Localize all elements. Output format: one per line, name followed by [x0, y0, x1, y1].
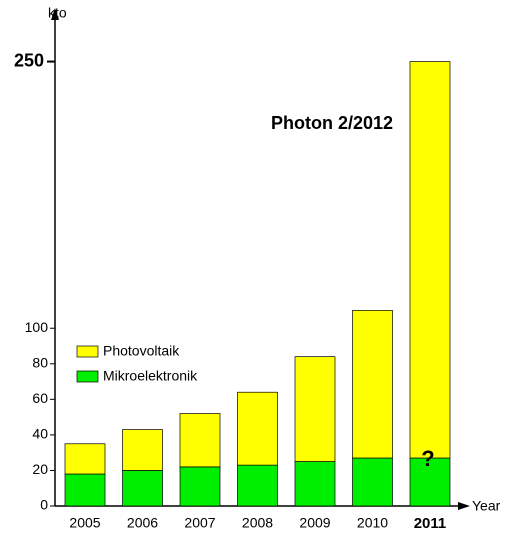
y-tick-label: 20 [32, 461, 48, 477]
y-tick-label: 250 [14, 50, 44, 70]
x-axis-arrow [458, 502, 470, 510]
bar-segment [64, 473, 106, 507]
x-tick-label: 2008 [242, 515, 273, 531]
y-tick-label: 60 [32, 390, 48, 406]
bar-segment [352, 310, 393, 459]
bar-segment [409, 457, 451, 507]
bar-segment [122, 470, 163, 507]
bar-segment [237, 391, 278, 466]
x-axis-label: Year [472, 498, 501, 514]
legend-swatch [76, 345, 99, 358]
bar-segment [122, 429, 163, 471]
bar-segment [294, 356, 336, 462]
bar-segment [237, 464, 278, 507]
x-tick-label: 2009 [299, 515, 330, 531]
question-mark: ? [421, 446, 434, 471]
x-tick-label: 2006 [127, 515, 158, 531]
bar-segment [294, 461, 336, 507]
bar-segment [179, 413, 221, 468]
y-tick-label: 80 [32, 354, 48, 370]
y-axis-arrow [51, 8, 59, 20]
annotation: Photon 2/2012 [271, 113, 393, 133]
y-tick-label: 0 [40, 497, 48, 513]
bar-segment [409, 61, 451, 459]
x-tick-label: 2005 [69, 515, 100, 531]
bar-segment [64, 443, 106, 475]
bar-segment [352, 457, 393, 507]
legend-label: Photovoltaik [103, 343, 180, 359]
y-tick-label: 100 [25, 319, 49, 335]
legend-label: Mikroelektronik [103, 368, 198, 384]
x-tick-label: 2010 [357, 515, 388, 531]
legend-swatch [76, 370, 99, 383]
x-tick-label: 2007 [184, 515, 215, 531]
bar-segment [179, 466, 221, 507]
x-tick-label: 2011 [414, 515, 447, 532]
y-tick-label: 40 [32, 426, 48, 442]
